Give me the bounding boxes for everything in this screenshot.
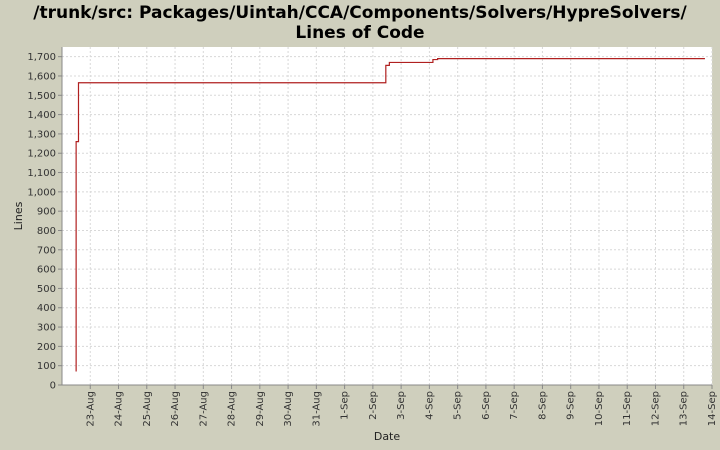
x-tick-label: 8-Sep xyxy=(537,391,548,420)
x-tick-label: 12-Sep xyxy=(650,391,661,426)
grid xyxy=(62,47,713,385)
y-tick-label: 400 xyxy=(37,303,56,314)
y-tick-label: 0 xyxy=(50,381,56,392)
x-tick-label: 27-Aug xyxy=(198,391,209,427)
y-tick-label: 1,100 xyxy=(27,168,56,179)
series-line xyxy=(75,57,705,372)
x-tick-label: 9-Sep xyxy=(566,391,577,420)
y-tick-label: 700 xyxy=(37,245,56,256)
y-tick-label: 600 xyxy=(37,265,56,276)
x-axis-label: Date xyxy=(374,430,401,443)
x-tick-label: 7-Sep xyxy=(509,391,520,420)
y-tick-label: 1,400 xyxy=(27,110,56,121)
y-tick-label: 800 xyxy=(37,226,56,237)
y-tick-label: 1,500 xyxy=(27,91,56,102)
x-tick-label: 28-Aug xyxy=(227,391,238,427)
x-tick-label: 1-Sep xyxy=(340,391,351,420)
x-tick-label: 4-Sep xyxy=(424,391,435,420)
x-tick-label: 26-Aug xyxy=(170,391,181,427)
y-tick-label: 500 xyxy=(37,284,56,295)
x-tick-label: 29-Aug xyxy=(255,391,266,427)
x-tick-label: 3-Sep xyxy=(396,391,407,420)
x-tick-label: 11-Sep xyxy=(622,391,633,426)
y-tick-label: 100 xyxy=(37,361,56,372)
chart-title-line-1: /trunk/src: Packages/Uintah/CCA/Componen… xyxy=(33,3,687,23)
y-tick-label: 300 xyxy=(37,323,56,334)
x-tick-label: 30-Aug xyxy=(283,391,294,427)
y-tick-label: 1,200 xyxy=(27,149,56,160)
x-tick-label: 24-Aug xyxy=(114,391,125,427)
y-tick-label: 1,300 xyxy=(27,129,56,140)
y-axis-label: Lines xyxy=(12,201,25,230)
x-axis-ticks: 23-Aug 24-Aug 25-Aug 26-Aug 27-Aug 28-Aug 29-A… xyxy=(85,385,718,427)
plot-area xyxy=(62,47,712,385)
chart-title-line-2: Lines of Code xyxy=(295,23,425,43)
x-tick-label: 25-Aug xyxy=(142,391,153,427)
x-tick-label: 31-Aug xyxy=(311,391,322,427)
x-tick-label: 5-Sep xyxy=(453,391,464,420)
x-tick-label: 14-Sep xyxy=(707,391,718,426)
y-tick-label: 1,600 xyxy=(27,71,56,82)
y-tick-label: 1,000 xyxy=(27,187,56,198)
y-axis-ticks: 0 100 200 300 400 500 600 700 800 900 1,000 1,100 1,… xyxy=(27,52,62,392)
x-tick-label: 6-Sep xyxy=(481,391,492,420)
x-tick-label: 23-Aug xyxy=(85,391,96,427)
x-tick-label: 13-Sep xyxy=(679,391,690,426)
y-tick-label: 200 xyxy=(37,342,56,353)
x-tick-label: 2-Sep xyxy=(368,391,379,420)
series-group xyxy=(75,57,705,372)
y-tick-label: 900 xyxy=(37,207,56,218)
y-tick-label: 1,700 xyxy=(27,52,56,63)
x-tick-label: 10-Sep xyxy=(594,391,605,426)
